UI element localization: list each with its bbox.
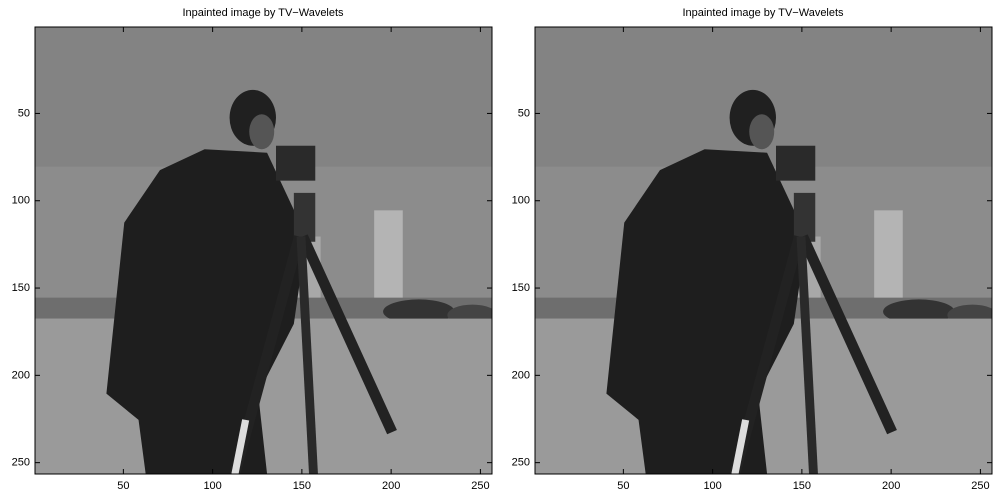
x-tick-label: 50: [617, 480, 629, 492]
x-tick-label: 100: [703, 480, 721, 492]
y-tick-label: 200: [12, 369, 30, 381]
panel: Inpainted image by TV−Wavelets: [35, 7, 497, 474]
panel-title: Inpainted image by TV−Wavelets: [682, 7, 844, 19]
x-tick-label: 100: [203, 480, 221, 492]
x-tick-label: 150: [293, 480, 311, 492]
x-tick-label: 150: [793, 480, 811, 492]
y-tick-label: 200: [512, 369, 530, 381]
y-tick-label: 150: [512, 282, 530, 294]
x-tick-label: 250: [471, 480, 489, 492]
y-tick-label: 100: [512, 195, 530, 207]
x-tick-label: 200: [882, 480, 900, 492]
x-tick-label: 200: [382, 480, 400, 492]
panel-title: Inpainted image by TV−Wavelets: [182, 7, 344, 19]
image: [35, 27, 497, 474]
y-tick-label: 250: [12, 457, 30, 469]
x-tick-label: 250: [971, 480, 989, 492]
panel: Inpainted image by TV−Wavelets: [535, 7, 993, 474]
x-tick-label: 50: [117, 480, 129, 492]
y-tick-label: 100: [12, 195, 30, 207]
y-tick-label: 250: [512, 457, 530, 469]
y-tick-label: 50: [518, 107, 530, 119]
y-tick-label: 150: [12, 282, 30, 294]
y-tick-label: 50: [18, 107, 30, 119]
figure: Inpainted image by TV−Wavelets Inpainted…: [0, 0, 993, 497]
image: [535, 27, 993, 474]
page: Inpainted image by TV−Wavelets Inpainted…: [0, 0, 993, 497]
